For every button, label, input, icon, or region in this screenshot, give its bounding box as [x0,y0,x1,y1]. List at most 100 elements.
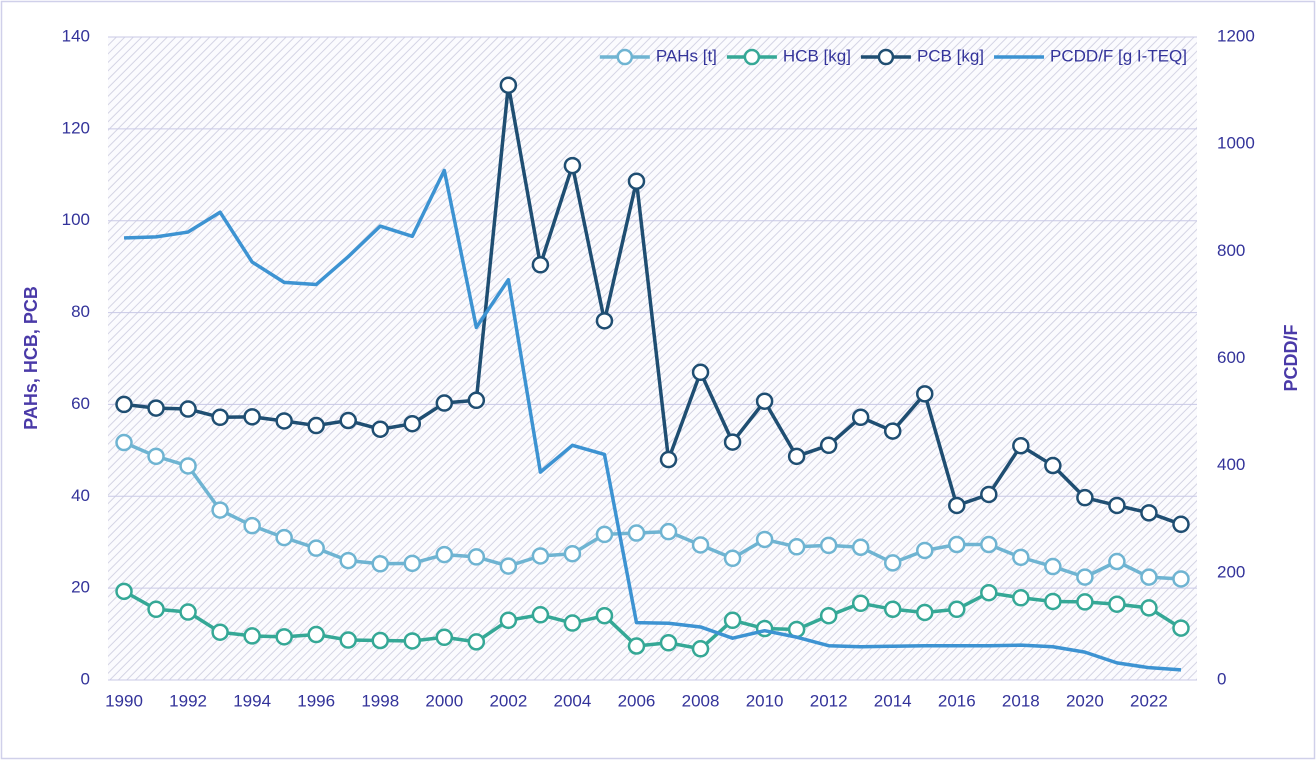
series-line [123,589,1182,651]
data-point [179,400,197,418]
data-point [980,485,998,504]
data-point [243,627,261,645]
data-point [723,433,742,451]
data-point [595,525,614,544]
y2-tick-label: 0 [1217,669,1226,688]
data-point [1108,595,1126,613]
x-tick-label: 2004 [554,691,592,710]
data-point [659,450,678,469]
data-point [1044,557,1062,576]
x-tick-label: 1998 [361,691,399,710]
data-point [179,457,197,475]
data-point [627,637,646,655]
legend-label: HCB [kg] [783,46,851,65]
legend-marker [616,48,634,66]
data-point [147,447,165,466]
data-point [948,535,966,554]
data-point [627,524,646,542]
data-point [1108,496,1126,515]
y-tick-label: 80 [71,302,90,321]
data-point [980,583,998,602]
data-point [659,522,678,541]
data-point [307,625,325,644]
data-point [563,156,582,175]
data-point [563,614,582,632]
data-point [467,548,486,566]
y2-axis-title: PCDD/F [1281,324,1301,391]
data-point [531,547,550,565]
data-point [1140,504,1158,522]
legend-marker [877,48,895,66]
data-point [691,363,710,382]
x-tick-label: 1994 [233,691,271,710]
data-point [755,392,774,410]
data-point [819,436,838,455]
series-line [123,168,1182,672]
data-point [499,557,518,575]
data-point [1012,548,1030,567]
data-point [211,501,229,519]
data-point [883,422,902,440]
y-tick-label: 60 [71,394,90,413]
data-point [916,385,934,403]
series-line [123,83,1182,526]
data-point [883,554,902,572]
data-point [403,414,422,433]
data-point [435,545,454,564]
data-point [307,539,325,557]
x-tick-label: 1996 [297,691,335,710]
data-point [1140,599,1158,617]
data-point [916,541,934,560]
y2-tick-label: 800 [1217,241,1245,260]
data-point [275,412,293,430]
x-tick-label: 2000 [425,691,463,710]
y2-tick-label: 400 [1217,455,1245,474]
data-point [499,76,518,94]
legend-label: PCB [kg] [917,46,984,65]
data-point [435,394,454,412]
data-point [787,538,806,556]
data-point [1012,589,1030,607]
data-point [595,606,614,625]
legend-label: PCDD/F [g I-TEQ] [1050,46,1187,65]
data-point [659,634,678,652]
x-tick-label: 1990 [105,691,143,710]
data-point [115,433,133,452]
data-point [339,411,357,430]
data-point [691,536,710,554]
x-tick-label: 2014 [874,691,912,710]
legend-label: PAHs [t] [656,46,717,65]
data-point [371,555,389,573]
data-point [787,447,806,466]
plot-area [108,37,1197,680]
data-point [723,611,742,630]
data-point [948,600,966,619]
data-point [1108,552,1126,571]
legend-marker [743,48,761,66]
y-tick-label: 0 [81,669,90,688]
data-point [916,603,934,622]
y-tick-label: 140 [62,26,90,45]
data-point [211,408,229,427]
data-point [147,600,165,619]
x-tick-label: 2002 [489,691,527,710]
data-point [1044,456,1062,475]
data-point [595,312,614,330]
data-point [403,554,422,573]
data-point [691,640,710,658]
data-point [851,594,870,613]
data-point [275,628,293,646]
x-tick-label: 2012 [810,691,848,710]
y-tick-label: 40 [71,486,90,505]
data-point [147,399,165,417]
data-point [1044,592,1062,611]
data-point [467,633,486,651]
x-tick-label: 2018 [1002,691,1040,710]
x-tick-label: 2008 [682,691,720,710]
data-point [948,496,966,515]
data-point [115,395,133,414]
x-tick-label: 2006 [618,691,656,710]
data-point [627,172,646,190]
data-point [1076,568,1094,586]
